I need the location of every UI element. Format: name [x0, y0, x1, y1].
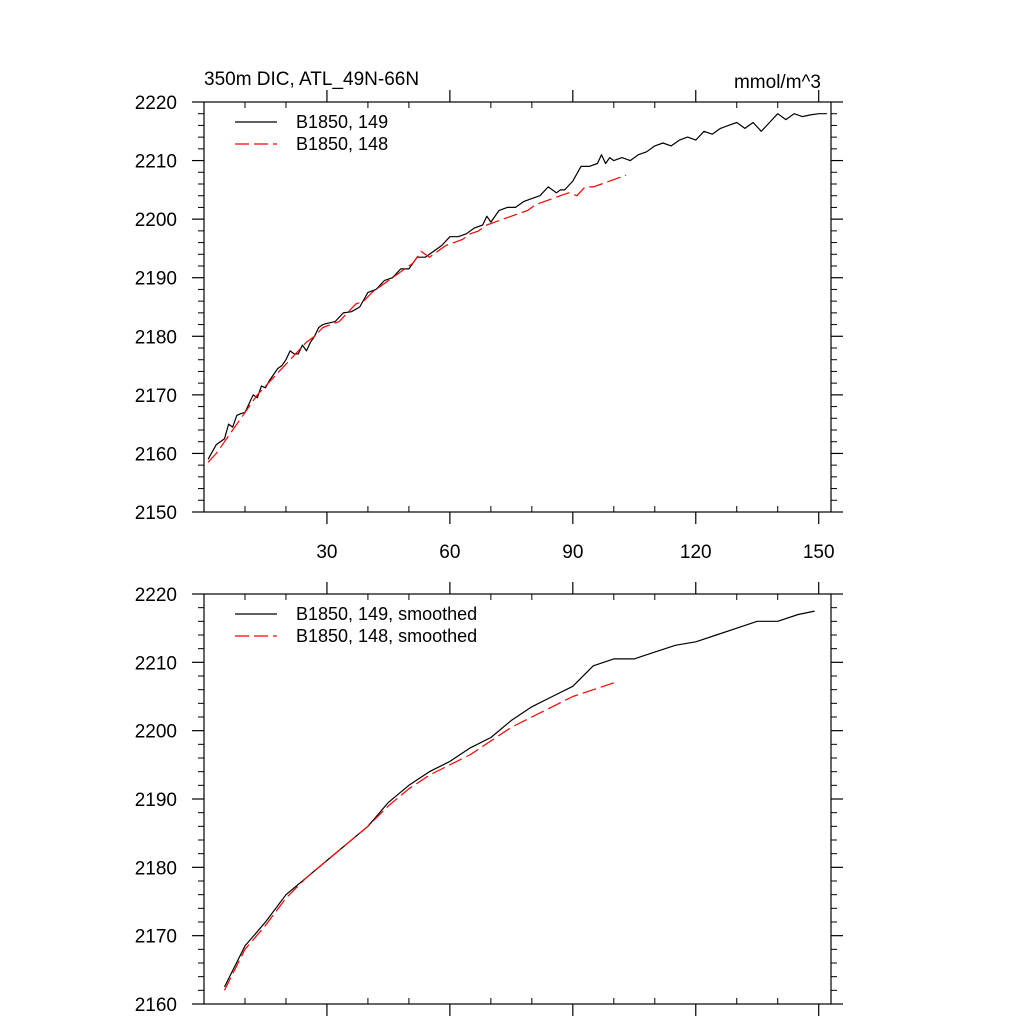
x-tick-label: 90 — [562, 542, 583, 563]
y-tick-label: 2210 — [135, 152, 177, 173]
x-tick-label: 150 — [803, 542, 835, 563]
y-tick-label: 2220 — [135, 585, 177, 606]
units-label: mmol/m^3 — [734, 72, 821, 93]
y-tick-label: 2180 — [135, 858, 177, 879]
x-tick-label: 120 — [680, 542, 712, 563]
x-tick-label: 30 — [316, 542, 337, 563]
y-tick-label: 2160 — [135, 444, 177, 465]
series-line-0 — [223, 610, 815, 988]
y-tick-label: 2170 — [135, 927, 177, 948]
y-tick-label: 2210 — [135, 653, 177, 674]
y-tick-label: 2170 — [135, 386, 177, 407]
bottom-panel: 2160 2170 2180 2190 2200 2210 2220 B1850, 149, … — [135, 582, 843, 1016]
chart-title: 350m DIC, ATL_49N-66N — [204, 69, 419, 90]
y-tick-label: 2190 — [135, 269, 177, 290]
y-tick-label: 2200 — [135, 210, 177, 231]
y-tick-label: 2180 — [135, 327, 177, 348]
series-line-1 — [207, 174, 627, 463]
y-tick-label: 2220 — [135, 93, 177, 114]
y-tick-label: 2160 — [135, 995, 177, 1016]
legend-label-0: B1850, 149 — [296, 112, 388, 132]
legend-label-1: B1850, 148, smoothed — [296, 626, 477, 646]
x-tick-label: 60 — [439, 542, 460, 563]
legend-label-0: B1850, 149, smoothed — [296, 604, 477, 624]
plot-frame — [203, 101, 832, 513]
series-line-0 — [207, 113, 827, 460]
plot-frame — [203, 593, 832, 1005]
legend-label-1: B1850, 148 — [296, 134, 388, 154]
top-panel: 30 60 90 120 150 2150 2160 2170 2180 2190 2200 2210… — [135, 69, 843, 563]
series-line-1 — [223, 682, 614, 991]
y-tick-label: 2200 — [135, 722, 177, 743]
y-tick-label: 2190 — [135, 790, 177, 811]
y-tick-label: 2150 — [135, 503, 177, 524]
